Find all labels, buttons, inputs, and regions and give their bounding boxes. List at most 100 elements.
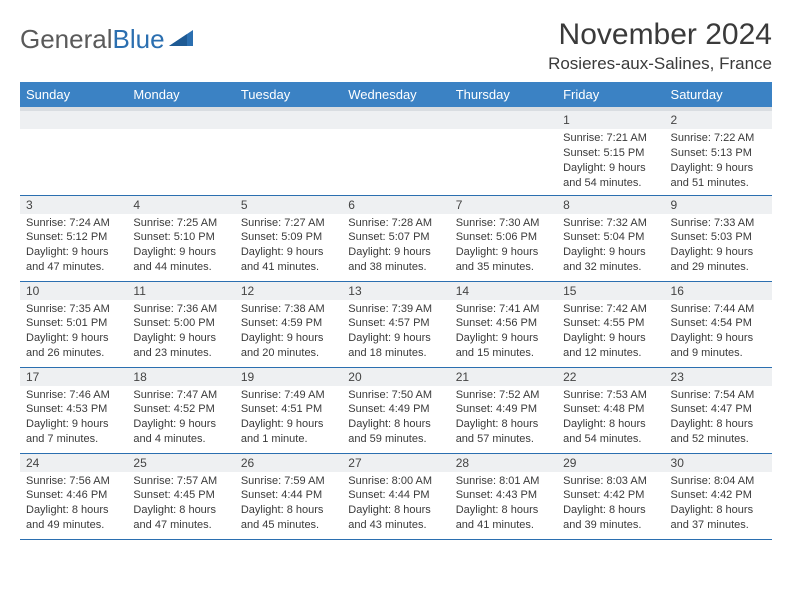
sunrise-text: Sunrise: 7:32 AM xyxy=(563,216,658,231)
daylight-text: and 57 minutes. xyxy=(456,432,551,447)
day-details: Sunrise: 8:01 AMSunset: 4:43 PMDaylight:… xyxy=(450,472,557,537)
logo: GeneralBlue xyxy=(20,18,195,55)
sunrise-text: Sunrise: 7:54 AM xyxy=(671,388,766,403)
day-details: Sunrise: 7:46 AMSunset: 4:53 PMDaylight:… xyxy=(20,386,127,451)
daylight-text: and 7 minutes. xyxy=(26,432,121,447)
daylight-text: Daylight: 8 hours xyxy=(456,417,551,432)
sunrise-text: Sunrise: 7:49 AM xyxy=(241,388,336,403)
day-details: Sunrise: 7:54 AMSunset: 4:47 PMDaylight:… xyxy=(665,386,772,451)
day-details: Sunrise: 7:57 AMSunset: 4:45 PMDaylight:… xyxy=(127,472,234,537)
calendar-table: SundayMondayTuesdayWednesdayThursdayFrid… xyxy=(20,82,772,540)
day-details: Sunrise: 7:52 AMSunset: 4:49 PMDaylight:… xyxy=(450,386,557,451)
daylight-text: and 47 minutes. xyxy=(26,260,121,275)
sunset-text: Sunset: 4:42 PM xyxy=(563,488,658,503)
day-number: 29 xyxy=(557,454,664,472)
day-details: Sunrise: 7:32 AMSunset: 5:04 PMDaylight:… xyxy=(557,214,664,279)
calendar-cell: 12Sunrise: 7:38 AMSunset: 4:59 PMDayligh… xyxy=(235,281,342,367)
header: GeneralBlue November 2024 Rosieres-aux-S… xyxy=(20,18,772,74)
daylight-text: and 41 minutes. xyxy=(241,260,336,275)
day-number: 4 xyxy=(127,196,234,214)
day-details: Sunrise: 8:04 AMSunset: 4:42 PMDaylight:… xyxy=(665,472,772,537)
day-number-empty xyxy=(127,111,234,129)
daylight-text: and 54 minutes. xyxy=(563,432,658,447)
day-details: Sunrise: 7:30 AMSunset: 5:06 PMDaylight:… xyxy=(450,214,557,279)
calendar-cell: 18Sunrise: 7:47 AMSunset: 4:52 PMDayligh… xyxy=(127,367,234,453)
day-details: Sunrise: 7:33 AMSunset: 5:03 PMDaylight:… xyxy=(665,214,772,279)
day-number: 10 xyxy=(20,282,127,300)
calendar-cell: 23Sunrise: 7:54 AMSunset: 4:47 PMDayligh… xyxy=(665,367,772,453)
day-number: 3 xyxy=(20,196,127,214)
calendar-cell xyxy=(450,109,557,195)
calendar-cell: 22Sunrise: 7:53 AMSunset: 4:48 PMDayligh… xyxy=(557,367,664,453)
sunset-text: Sunset: 4:53 PM xyxy=(26,402,121,417)
day-details: Sunrise: 8:03 AMSunset: 4:42 PMDaylight:… xyxy=(557,472,664,537)
title-block: November 2024 Rosieres-aux-Salines, Fran… xyxy=(548,18,772,74)
sunset-text: Sunset: 4:54 PM xyxy=(671,316,766,331)
sunset-text: Sunset: 5:10 PM xyxy=(133,230,228,245)
daylight-text: and 52 minutes. xyxy=(671,432,766,447)
daylight-text: Daylight: 9 hours xyxy=(26,417,121,432)
calendar-cell xyxy=(235,109,342,195)
daylight-text: Daylight: 9 hours xyxy=(133,417,228,432)
day-number: 13 xyxy=(342,282,449,300)
sunrise-text: Sunrise: 7:24 AM xyxy=(26,216,121,231)
daylight-text: Daylight: 9 hours xyxy=(26,331,121,346)
calendar-cell: 8Sunrise: 7:32 AMSunset: 5:04 PMDaylight… xyxy=(557,195,664,281)
sunset-text: Sunset: 4:43 PM xyxy=(456,488,551,503)
day-number: 9 xyxy=(665,196,772,214)
sunrise-text: Sunrise: 8:01 AM xyxy=(456,474,551,489)
calendar-cell: 7Sunrise: 7:30 AMSunset: 5:06 PMDaylight… xyxy=(450,195,557,281)
sunset-text: Sunset: 4:44 PM xyxy=(241,488,336,503)
location: Rosieres-aux-Salines, France xyxy=(548,54,772,74)
sunset-text: Sunset: 5:06 PM xyxy=(456,230,551,245)
calendar-cell: 15Sunrise: 7:42 AMSunset: 4:55 PMDayligh… xyxy=(557,281,664,367)
day-number: 26 xyxy=(235,454,342,472)
day-number: 14 xyxy=(450,282,557,300)
daylight-text: Daylight: 9 hours xyxy=(348,245,443,260)
daylight-text: and 44 minutes. xyxy=(133,260,228,275)
day-details: Sunrise: 7:59 AMSunset: 4:44 PMDaylight:… xyxy=(235,472,342,537)
logo-triangle-icon xyxy=(169,24,195,55)
day-number-empty xyxy=(20,111,127,129)
sunset-text: Sunset: 5:13 PM xyxy=(671,146,766,161)
calendar-cell: 1Sunrise: 7:21 AMSunset: 5:15 PMDaylight… xyxy=(557,109,664,195)
weekday-header: Thursday xyxy=(450,82,557,109)
sunrise-text: Sunrise: 7:57 AM xyxy=(133,474,228,489)
daylight-text: and 20 minutes. xyxy=(241,346,336,361)
day-details: Sunrise: 7:22 AMSunset: 5:13 PMDaylight:… xyxy=(665,129,772,194)
calendar-cell: 10Sunrise: 7:35 AMSunset: 5:01 PMDayligh… xyxy=(20,281,127,367)
daylight-text: Daylight: 9 hours xyxy=(671,331,766,346)
daylight-text: Daylight: 9 hours xyxy=(241,331,336,346)
day-details: Sunrise: 7:49 AMSunset: 4:51 PMDaylight:… xyxy=(235,386,342,451)
sunset-text: Sunset: 4:49 PM xyxy=(456,402,551,417)
sunset-text: Sunset: 4:52 PM xyxy=(133,402,228,417)
day-details: Sunrise: 7:42 AMSunset: 4:55 PMDaylight:… xyxy=(557,300,664,365)
sunrise-text: Sunrise: 7:39 AM xyxy=(348,302,443,317)
day-number: 30 xyxy=(665,454,772,472)
calendar-week: 3Sunrise: 7:24 AMSunset: 5:12 PMDaylight… xyxy=(20,195,772,281)
calendar-cell: 17Sunrise: 7:46 AMSunset: 4:53 PMDayligh… xyxy=(20,367,127,453)
sunrise-text: Sunrise: 7:25 AM xyxy=(133,216,228,231)
daylight-text: Daylight: 8 hours xyxy=(671,417,766,432)
day-number: 1 xyxy=(557,111,664,129)
calendar-cell: 26Sunrise: 7:59 AMSunset: 4:44 PMDayligh… xyxy=(235,453,342,539)
daylight-text: and 59 minutes. xyxy=(348,432,443,447)
sunrise-text: Sunrise: 7:28 AM xyxy=(348,216,443,231)
sunrise-text: Sunrise: 7:52 AM xyxy=(456,388,551,403)
day-number: 18 xyxy=(127,368,234,386)
sunrise-text: Sunrise: 8:04 AM xyxy=(671,474,766,489)
calendar-cell: 29Sunrise: 8:03 AMSunset: 4:42 PMDayligh… xyxy=(557,453,664,539)
day-details: Sunrise: 7:56 AMSunset: 4:46 PMDaylight:… xyxy=(20,472,127,537)
calendar-cell: 5Sunrise: 7:27 AMSunset: 5:09 PMDaylight… xyxy=(235,195,342,281)
sunrise-text: Sunrise: 7:44 AM xyxy=(671,302,766,317)
sunrise-text: Sunrise: 7:50 AM xyxy=(348,388,443,403)
day-number: 16 xyxy=(665,282,772,300)
daylight-text: Daylight: 8 hours xyxy=(671,503,766,518)
daylight-text: Daylight: 9 hours xyxy=(671,245,766,260)
day-number: 20 xyxy=(342,368,449,386)
daylight-text: and 15 minutes. xyxy=(456,346,551,361)
daylight-text: and 1 minute. xyxy=(241,432,336,447)
daylight-text: Daylight: 9 hours xyxy=(26,245,121,260)
sunset-text: Sunset: 4:55 PM xyxy=(563,316,658,331)
sunset-text: Sunset: 5:03 PM xyxy=(671,230,766,245)
